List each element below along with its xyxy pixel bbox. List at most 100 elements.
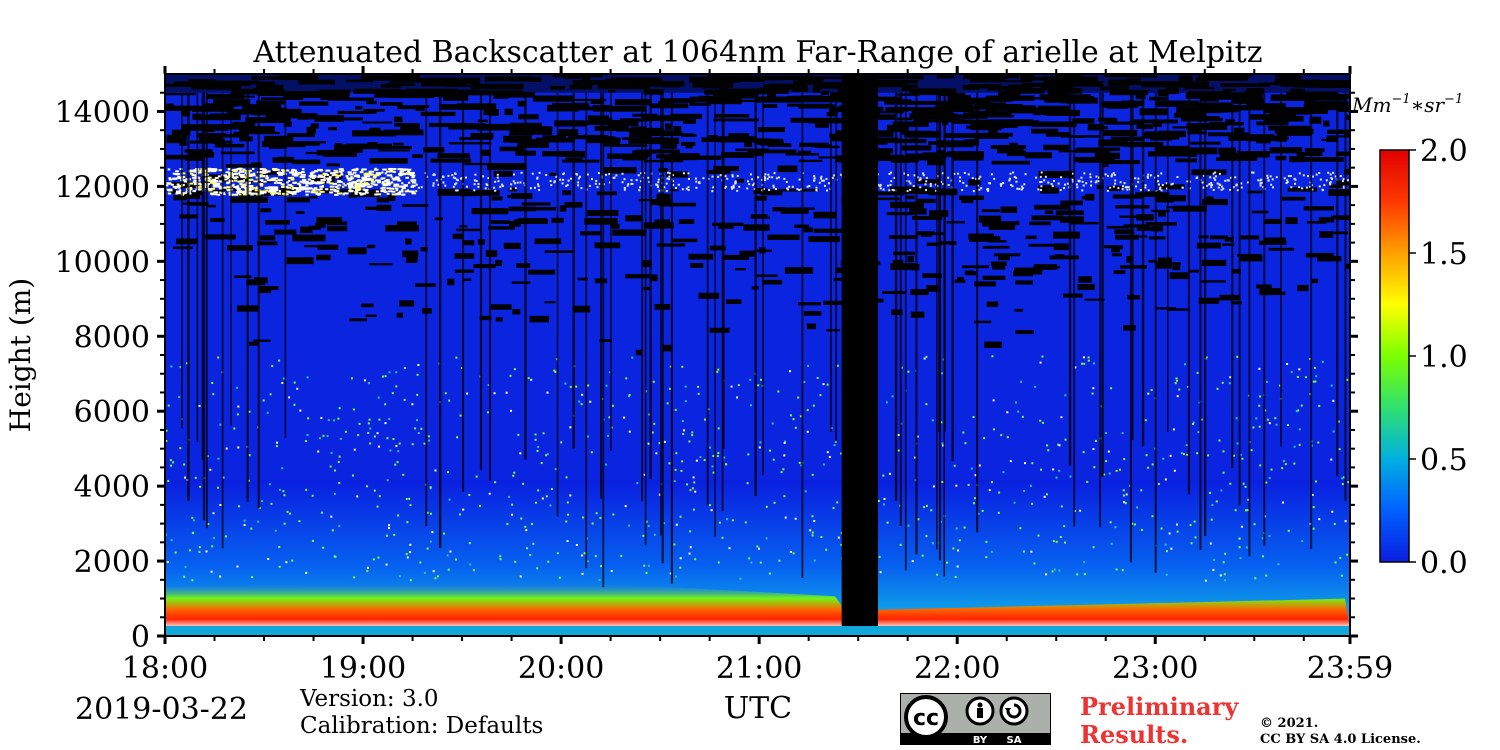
noise-mark xyxy=(946,221,966,224)
speckle xyxy=(946,561,949,564)
cirrus-pixel xyxy=(520,171,523,174)
noise-mark xyxy=(823,300,842,305)
speckle xyxy=(1265,574,1268,577)
cirrus-pixel xyxy=(252,167,255,170)
cirrus-pixel xyxy=(466,185,469,188)
cirrus-pixel xyxy=(1081,180,1084,183)
speckle xyxy=(237,446,240,449)
noise-mark xyxy=(664,123,671,130)
speckle xyxy=(792,418,795,421)
speckle xyxy=(1229,482,1232,485)
cirrus-pixel xyxy=(384,179,388,182)
dropout-line xyxy=(1310,92,1313,550)
cirrus-pixel xyxy=(1089,176,1092,179)
noise-mark xyxy=(709,327,730,333)
cirrus-pixel xyxy=(1285,182,1288,185)
noise-mark xyxy=(1157,89,1169,97)
cirrus-pixel xyxy=(346,175,349,178)
noise-mark xyxy=(252,108,302,116)
noise-mark xyxy=(534,238,562,245)
noise-mark xyxy=(326,226,348,232)
noise-mark xyxy=(937,140,974,148)
speckle xyxy=(356,495,359,498)
speckle xyxy=(493,392,496,395)
cirrus-pixel xyxy=(1171,182,1174,185)
cirrus-pixel xyxy=(456,189,459,192)
noise-mark xyxy=(1034,204,1070,210)
cirrus-pixel xyxy=(1216,182,1219,185)
cirrus-pixel xyxy=(1290,186,1293,189)
noise-mark xyxy=(1219,294,1240,301)
speckle xyxy=(1277,563,1280,566)
colorbar-tick-label: 0.5 xyxy=(1420,443,1468,478)
dropout-line xyxy=(202,92,206,521)
speckle xyxy=(721,536,724,539)
noise-mark xyxy=(1269,110,1297,117)
speckle xyxy=(679,566,682,569)
noise-mark xyxy=(635,349,643,356)
noise-mark xyxy=(927,159,945,166)
cirrus-pixel xyxy=(401,189,404,192)
noise-mark xyxy=(542,151,584,157)
speckle xyxy=(819,394,822,397)
cirrus-pixel xyxy=(435,179,438,182)
speckle xyxy=(333,555,336,558)
speckle xyxy=(326,435,329,438)
noise-mark xyxy=(369,127,381,135)
dropout-line xyxy=(284,92,287,438)
cirrus-pixel xyxy=(1309,185,1312,188)
speckle xyxy=(179,447,182,450)
cirrus-pixel xyxy=(1160,172,1163,175)
speckle xyxy=(505,391,508,394)
noise-mark xyxy=(1239,255,1263,262)
speckle xyxy=(1238,546,1241,549)
speckle xyxy=(1045,573,1048,576)
speckle xyxy=(942,444,945,447)
speckle xyxy=(598,579,601,582)
speckle xyxy=(1092,362,1095,365)
speckle xyxy=(756,545,759,548)
cirrus-pixel xyxy=(209,181,215,184)
speckle xyxy=(378,495,381,498)
noise-mark xyxy=(680,155,722,160)
speckle xyxy=(333,419,336,422)
speckle xyxy=(519,575,522,578)
cirrus-pixel xyxy=(323,174,327,177)
speckle xyxy=(199,485,202,488)
cirrus-pixel xyxy=(1327,171,1330,174)
cirrus-pixel xyxy=(1111,173,1114,176)
cirrus-pixel xyxy=(291,193,294,196)
cirrus-pixel xyxy=(337,184,342,187)
cirrus-pixel xyxy=(165,184,169,187)
speckle xyxy=(517,433,520,436)
noise-mark xyxy=(189,152,215,158)
cirrus-pixel xyxy=(258,183,264,186)
cirrus-pixel xyxy=(390,175,393,178)
speckle xyxy=(211,381,214,384)
cirrus-pixel xyxy=(175,192,178,195)
noise-mark xyxy=(488,226,515,230)
noise-mark xyxy=(1112,194,1144,199)
speckle xyxy=(1173,469,1176,472)
cirrus-pixel xyxy=(265,177,268,180)
cirrus-pixel xyxy=(260,174,266,177)
noise-mark xyxy=(1078,276,1092,283)
speckle xyxy=(828,455,831,458)
cirrus-pixel xyxy=(734,181,737,184)
cirrus-pixel xyxy=(519,181,522,184)
cirrus-pixel xyxy=(1039,181,1042,184)
speckle xyxy=(198,546,201,549)
cirrus-pixel xyxy=(415,190,418,193)
noise-mark xyxy=(374,93,421,98)
noise-mark xyxy=(394,122,415,127)
cirrus-pixel xyxy=(987,187,990,190)
speckle xyxy=(977,512,980,515)
speckle xyxy=(800,464,803,467)
cirrus-pixel xyxy=(1208,183,1211,186)
cirrus-pixel xyxy=(242,169,246,172)
colorbar-tick-label: 1.5 xyxy=(1420,237,1468,272)
noise-mark xyxy=(517,100,527,107)
noise-mark xyxy=(509,220,521,227)
cirrus-pixel xyxy=(1286,180,1289,183)
speckle xyxy=(420,427,423,430)
